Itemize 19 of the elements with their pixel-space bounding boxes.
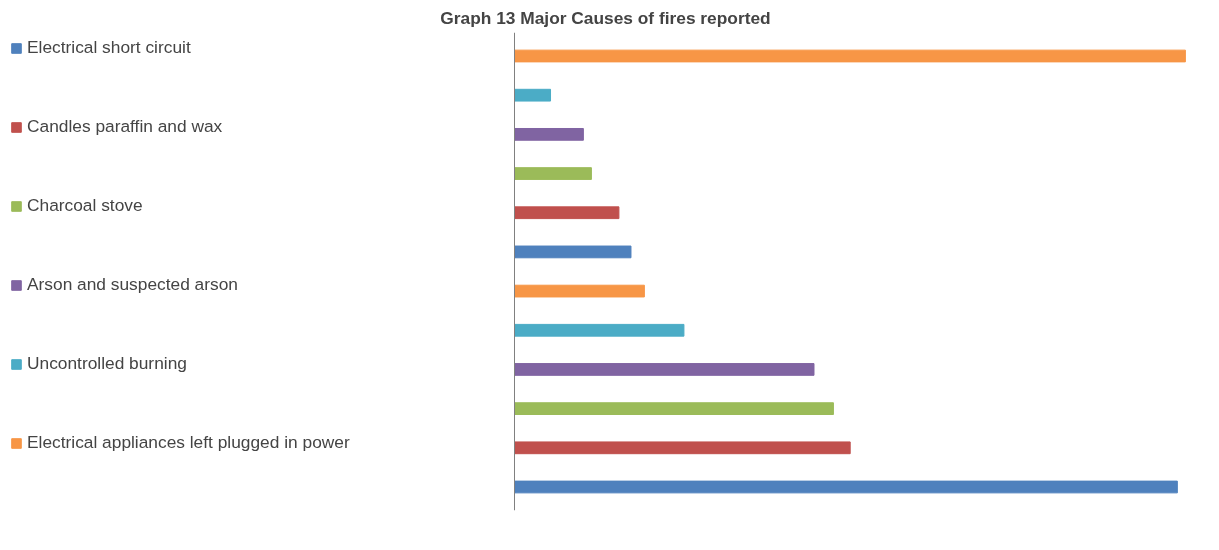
legend-label: Charcoal stove bbox=[27, 195, 143, 216]
bar bbox=[514, 363, 815, 376]
legend-label: Uncontrolled burning bbox=[27, 353, 187, 374]
bar bbox=[514, 88, 552, 102]
bar bbox=[514, 167, 592, 180]
bar bbox=[514, 49, 1186, 63]
bar bbox=[514, 127, 584, 141]
bar bbox=[514, 441, 851, 455]
bar bbox=[514, 323, 685, 337]
bar bbox=[514, 402, 834, 416]
chart-title: Graph 13 Major Causes of fires reported bbox=[440, 7, 771, 28]
legend-label: Arson and suspected arson bbox=[27, 274, 238, 295]
bar bbox=[514, 206, 620, 220]
bar bbox=[514, 284, 645, 298]
bar bbox=[514, 480, 1178, 494]
bar bbox=[514, 245, 632, 259]
legend-label: Electrical appliances left plugged in power bbox=[27, 432, 350, 453]
legend-label: Electrical short circuit bbox=[27, 37, 191, 58]
legend-label: Candles paraffin and wax bbox=[27, 116, 223, 137]
